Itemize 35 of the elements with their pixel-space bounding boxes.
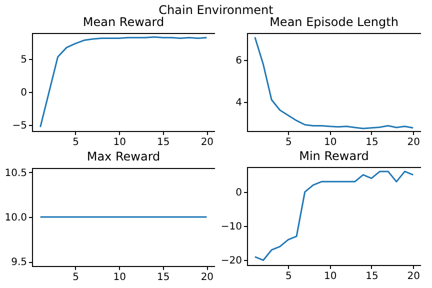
- x-tick-label: 5: [286, 271, 292, 282]
- chart-title: Mean Episode Length: [270, 15, 398, 29]
- y-tick-label: 10.0: [4, 212, 27, 224]
- chart-title: Min Reward: [299, 149, 369, 163]
- y-tick-label: 0: [20, 87, 27, 98]
- line-series: [254, 36, 414, 130]
- y-tick-label: −5: [12, 120, 27, 132]
- line-series: [254, 170, 414, 261]
- chart-title: Mean Reward: [82, 15, 164, 29]
- y-tick-label: 0: [236, 187, 242, 198]
- x-tick-label: 10: [324, 137, 337, 148]
- y-tick-label: −20: [220, 256, 242, 267]
- x-tick-label: 15: [157, 272, 170, 283]
- y-tick-label: 9.5: [11, 257, 27, 268]
- y-tick-label: −10: [220, 222, 242, 233]
- text: Chain Environment: [158, 3, 274, 17]
- chart-title: Max Reward: [86, 149, 160, 164]
- x-tick-label: 10: [324, 271, 337, 282]
- x-tick-label: 20: [407, 137, 420, 148]
- x-tick-label: 15: [157, 137, 170, 148]
- x-tick-label: 15: [366, 271, 378, 282]
- x-tick-label: 5: [286, 137, 292, 148]
- x-tick-label: 10: [113, 137, 126, 148]
- x-tick-label: 20: [407, 271, 420, 282]
- y-tick-label: 10.5: [4, 168, 27, 179]
- y-tick-label: 6: [236, 56, 242, 67]
- x-tick-label: 5: [72, 272, 80, 283]
- x-tick-label: 5: [72, 137, 80, 148]
- x-tick-label: 15: [366, 137, 378, 148]
- y-tick-label: 4: [236, 97, 242, 108]
- line-series: [40, 36, 208, 128]
- y-tick-label: 5: [20, 54, 27, 66]
- x-tick-label: 20: [200, 137, 214, 148]
- x-tick-label: 20: [200, 272, 214, 283]
- x-tick-label: 10: [113, 272, 126, 283]
